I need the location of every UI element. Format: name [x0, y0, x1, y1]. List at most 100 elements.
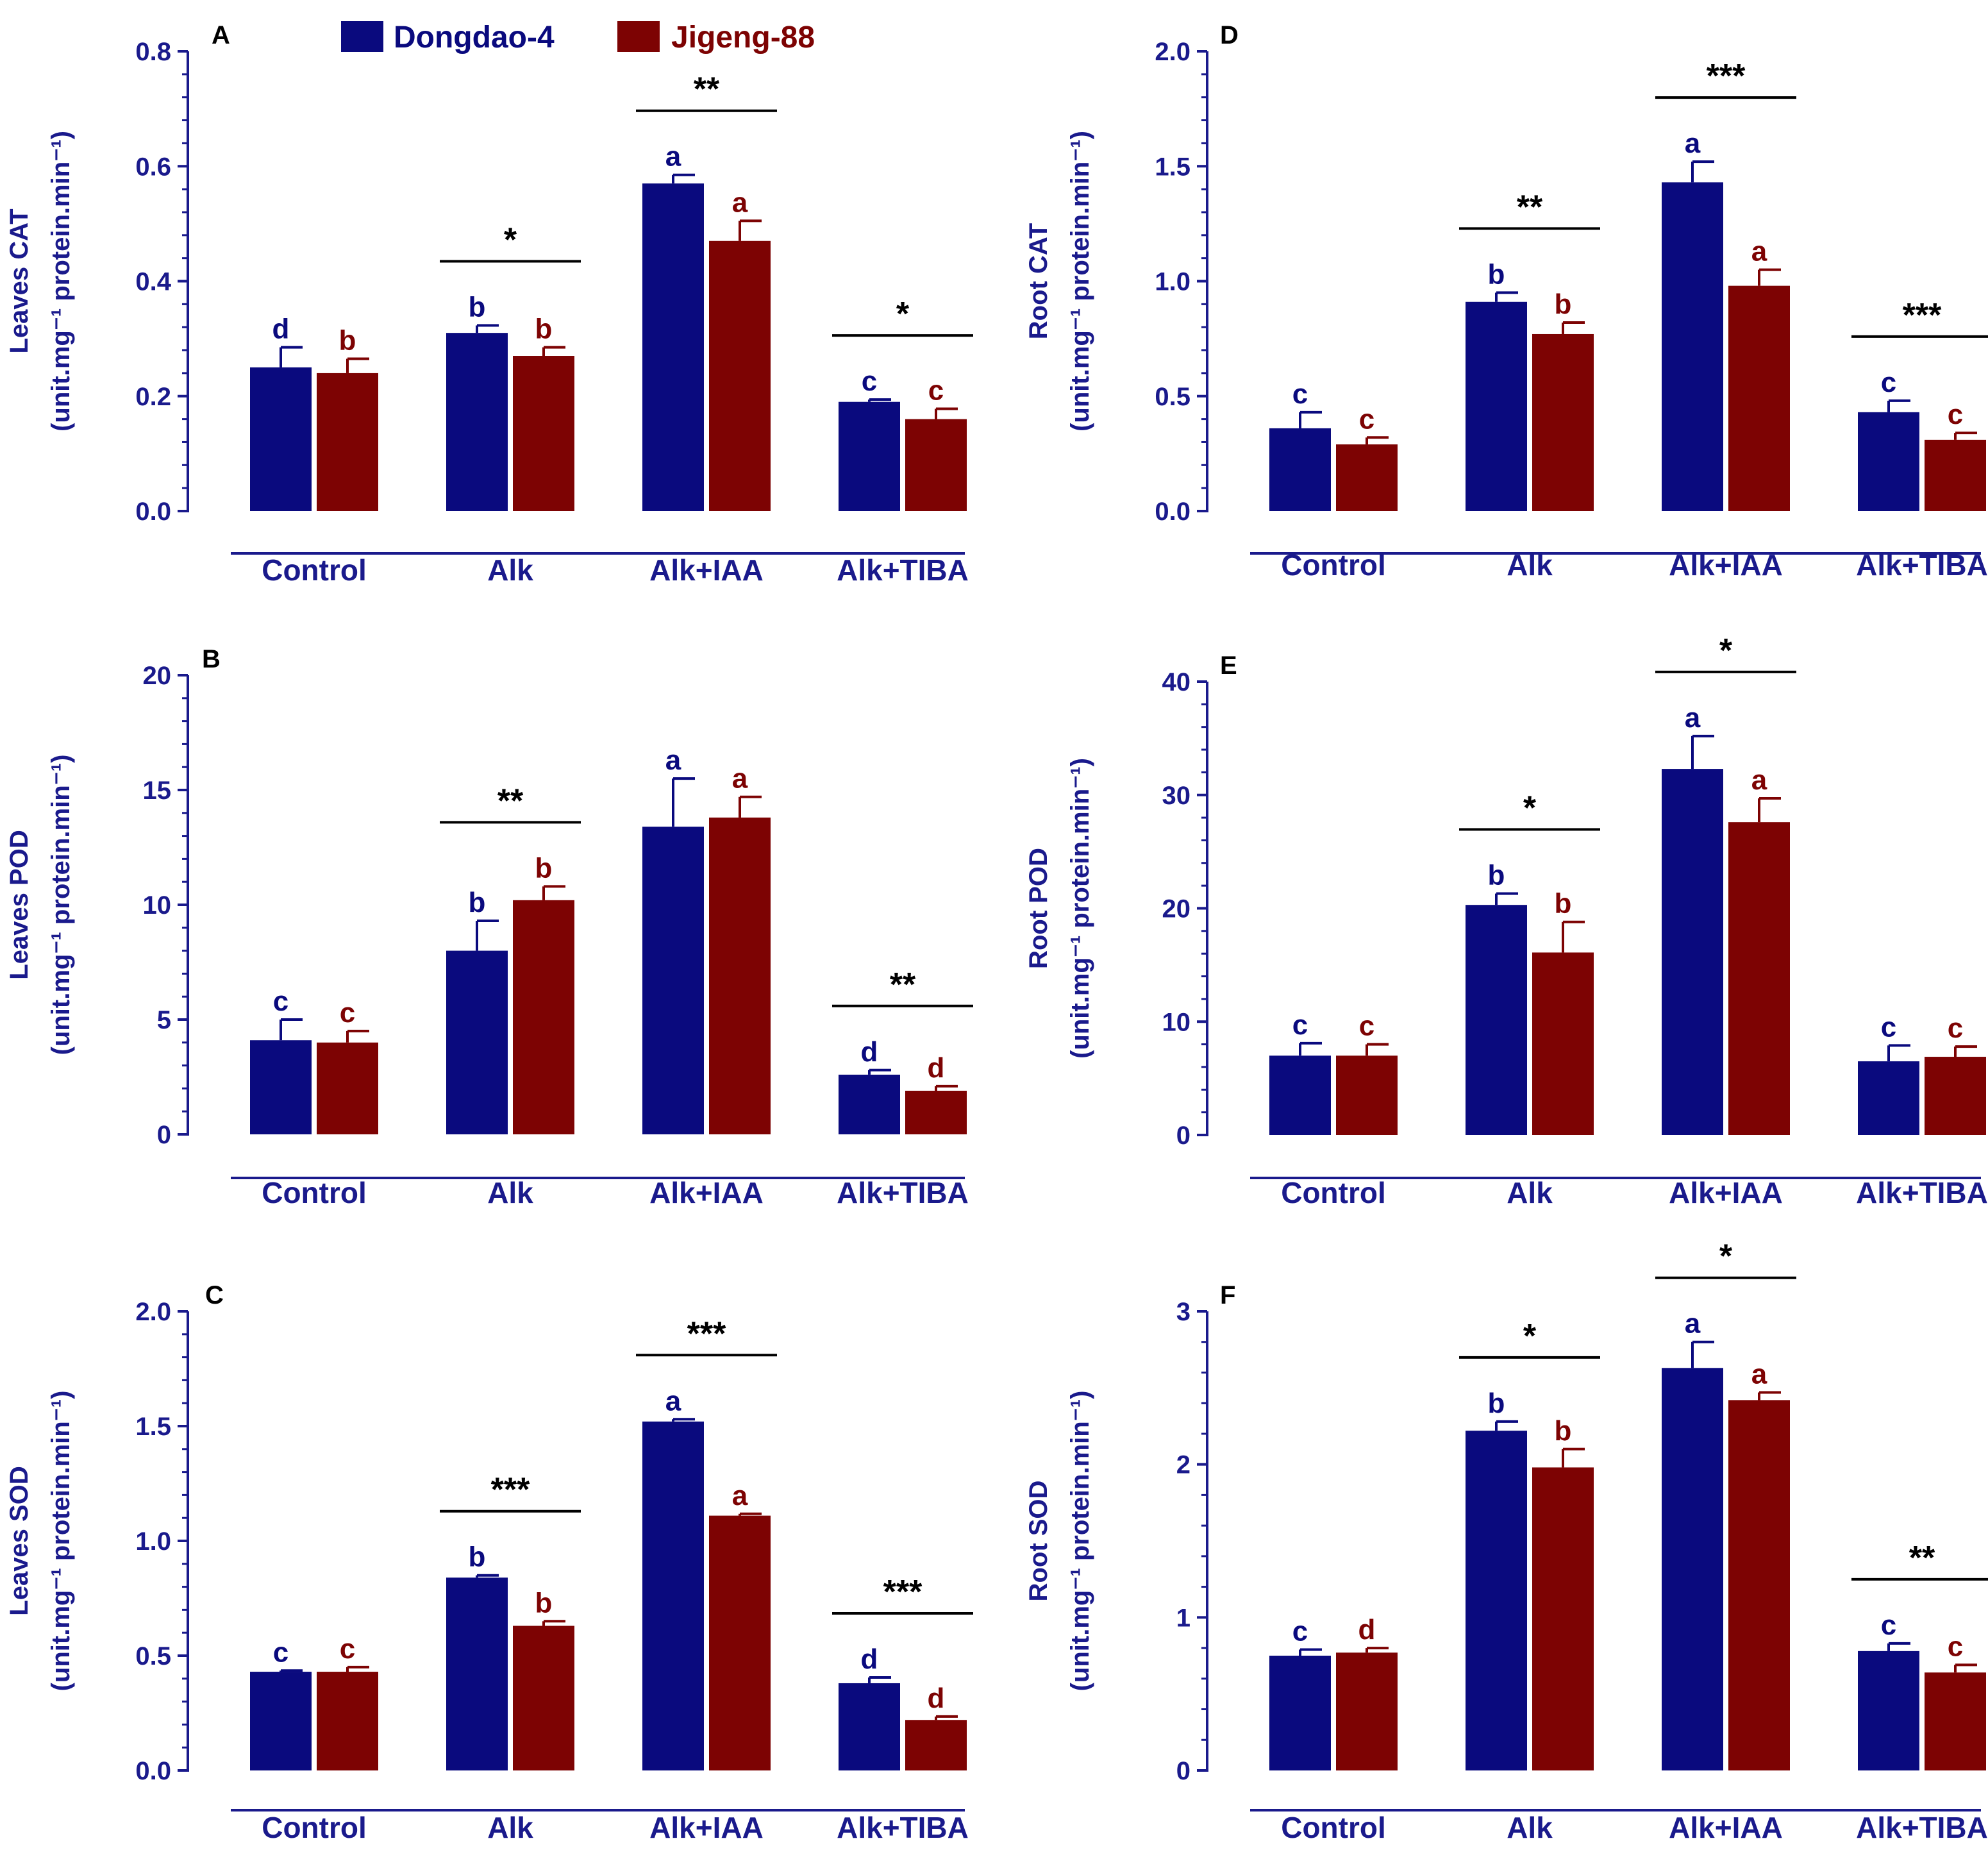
- y-tick-label: 5: [157, 1006, 171, 1034]
- bar-jigeng: [1728, 1400, 1790, 1770]
- legend: Dongdao-4 Jigeng-88: [341, 21, 815, 55]
- comparison-asterisks: *: [1523, 1318, 1537, 1355]
- bar-dongdao: [1269, 1656, 1331, 1770]
- significance-letter: c: [273, 1636, 288, 1668]
- comparison-asterisks: **: [497, 782, 524, 820]
- significance-letter: a: [1751, 1358, 1767, 1390]
- bar-jigeng: [905, 1090, 967, 1134]
- significance-letter: c: [1881, 367, 1896, 398]
- y-tick-label: 15: [143, 777, 172, 805]
- significance-letter: a: [1751, 236, 1767, 267]
- legend-label-jigeng: Jigeng-88: [671, 21, 815, 55]
- bar-jigeng: [317, 1672, 378, 1770]
- bar-dongdao: [446, 1577, 508, 1770]
- comparison-asterisks: ***: [1707, 58, 1746, 95]
- y-tick-label: 0.4: [135, 268, 171, 296]
- comparison-asterisks: **: [1517, 189, 1543, 226]
- y-tick-label: 0.5: [135, 1642, 171, 1670]
- x-category-label: Alk+IAA: [649, 1811, 764, 1844]
- significance-letter: b: [535, 314, 553, 345]
- significance-letter: b: [469, 292, 486, 323]
- bar-jigeng: [317, 1042, 378, 1134]
- bar-jigeng: [513, 900, 574, 1134]
- bar-dongdao: [1858, 1651, 1919, 1770]
- y-tick-label: 0: [1176, 1757, 1190, 1785]
- significance-letter: a: [732, 187, 748, 218]
- significance-letter: b: [535, 1587, 553, 1618]
- x-category-label: Control: [1281, 1176, 1386, 1209]
- y-tick-label: 0.5: [1155, 383, 1190, 411]
- comparison-asterisks: ***: [687, 1315, 726, 1352]
- bar-jigeng: [709, 240, 771, 511]
- y-axis-subtitle: (unit.mg⁻¹ protein.min⁻¹): [1066, 758, 1094, 1059]
- y-tick-label: 0.0: [135, 498, 171, 526]
- x-category-label: Alk+IAA: [1669, 1811, 1783, 1844]
- comparison-asterisks: *: [896, 296, 910, 333]
- comparison-asterisks: *: [1719, 1238, 1733, 1275]
- chart-panel-C: 0.0 0.5 1.0 1.5 2.0 Leaves SOD (unit.mg⁻¹ prot…: [5, 1281, 973, 1844]
- bar-jigeng: [1532, 952, 1594, 1135]
- bar-jigeng: [1925, 439, 1986, 511]
- significance-letter: b: [469, 887, 486, 918]
- y-tick-label: 1.0: [135, 1527, 171, 1556]
- bar-dongdao: [1662, 1368, 1723, 1770]
- panel-label: B: [202, 645, 221, 673]
- significance-letter: a: [732, 763, 748, 794]
- bar-jigeng: [1532, 1467, 1594, 1770]
- significance-letter: b: [1555, 1415, 1572, 1447]
- y-tick-label: 0.8: [135, 38, 171, 66]
- significance-letter: d: [928, 1052, 945, 1084]
- x-category-label: Alk+IAA: [1669, 1176, 1783, 1209]
- y-tick-label: 3: [1176, 1298, 1190, 1326]
- significance-letter: c: [1948, 1631, 1963, 1662]
- comparison-asterisks: *: [1719, 632, 1733, 669]
- bar-dongdao: [1466, 1431, 1527, 1770]
- significance-letter: c: [1948, 1013, 1963, 1044]
- bar-dongdao: [1269, 428, 1331, 511]
- bar-jigeng: [1336, 444, 1398, 511]
- bar-jigeng: [1336, 1055, 1398, 1135]
- x-category-label: Control: [262, 1811, 367, 1844]
- bar-dongdao: [1466, 301, 1527, 511]
- significance-letter: c: [1359, 403, 1374, 435]
- panel-label: C: [205, 1281, 224, 1309]
- significance-letter: a: [1685, 702, 1701, 734]
- y-axis-subtitle: (unit.mg⁻¹ protein.min⁻¹): [1066, 1391, 1094, 1692]
- bar-dongdao: [1662, 182, 1723, 512]
- significance-letter: a: [1751, 764, 1767, 796]
- comparison-asterisks: **: [694, 71, 720, 108]
- bar-jigeng: [709, 1515, 771, 1770]
- y-tick-label: 20: [1162, 895, 1191, 923]
- y-tick-label: 1.5: [135, 1413, 171, 1441]
- y-tick-label: 0.2: [135, 383, 171, 411]
- bar-jigeng: [1336, 1652, 1398, 1770]
- x-category-label: Alk: [487, 1811, 533, 1844]
- significance-letter: b: [1488, 1388, 1505, 1419]
- y-tick-label: 20: [143, 662, 172, 690]
- legend-item-jigeng: Jigeng-88: [617, 21, 815, 55]
- significance-letter: d: [1358, 1614, 1376, 1645]
- bar-jigeng: [1925, 1057, 1986, 1135]
- bar-jigeng: [1728, 822, 1790, 1135]
- panel-label: D: [1220, 21, 1239, 49]
- significance-letter: d: [861, 1643, 878, 1675]
- bar-dongdao: [250, 1040, 312, 1134]
- significance-letter: b: [469, 1542, 486, 1573]
- significance-letter: c: [862, 366, 877, 397]
- significance-letter: b: [535, 852, 553, 884]
- bar-dongdao: [642, 1421, 704, 1770]
- bar-dongdao: [1269, 1055, 1331, 1135]
- y-tick-label: 0: [1176, 1122, 1190, 1150]
- y-tick-label: 10: [1162, 1008, 1191, 1036]
- y-axis-title: Root POD: [1024, 848, 1053, 969]
- legend-swatch-dongdao: [341, 21, 383, 52]
- x-category-label: Alk+IAA: [1669, 548, 1783, 582]
- y-tick-label: 40: [1162, 668, 1191, 696]
- legend-swatch-jigeng: [617, 21, 660, 52]
- bar-jigeng: [513, 1626, 574, 1770]
- chart-panel-E: 0 10 20 30 40 Root POD (unit.mg⁻¹ protein.min⁻…: [1024, 632, 1988, 1209]
- bar-jigeng: [1532, 333, 1594, 511]
- panel-label: F: [1220, 1281, 1235, 1309]
- significance-letter: d: [928, 1683, 945, 1714]
